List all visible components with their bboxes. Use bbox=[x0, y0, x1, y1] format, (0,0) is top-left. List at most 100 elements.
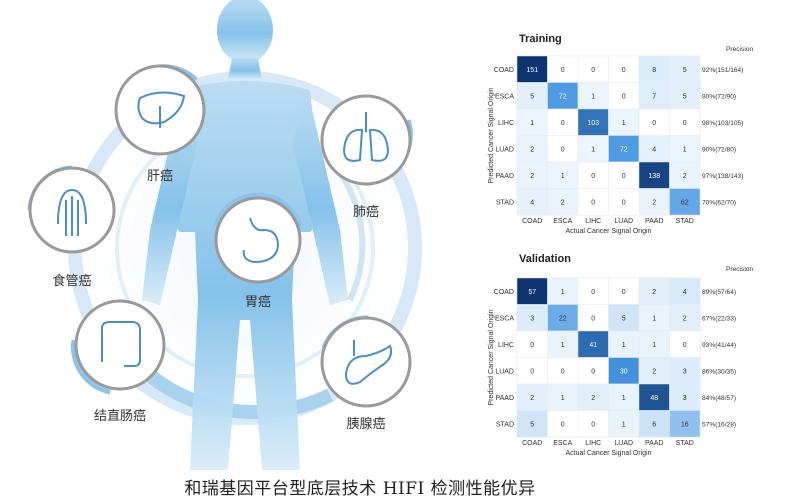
matrix-cell-value: 151 bbox=[526, 67, 538, 74]
column-tick-label: LUAD bbox=[614, 218, 633, 225]
y-axis-label: Predicted Cancer Signal Origin bbox=[488, 87, 495, 183]
matrix-cell-value: 0 bbox=[622, 67, 626, 74]
matrix-cell-value: 0 bbox=[530, 342, 534, 349]
row-tick-label: PAAD bbox=[495, 395, 514, 402]
matrix-cell bbox=[669, 82, 701, 110]
matrix-cell bbox=[669, 410, 701, 438]
organ-label-colon: 结直肠癌 bbox=[94, 408, 146, 424]
matrix-cell-value: 1 bbox=[530, 120, 534, 127]
organ-badge-colon: 结直肠癌 bbox=[70, 299, 166, 424]
pancreas-icon bbox=[344, 340, 393, 385]
row-tick-label: STAD bbox=[496, 421, 514, 428]
matrix-cell-value: 1 bbox=[591, 93, 595, 100]
row-tick-label: PAAD bbox=[495, 173, 514, 180]
matrix-cell-value: 1 bbox=[591, 146, 595, 153]
matrix-cell-value: 41 bbox=[589, 342, 597, 349]
precision-value: 70%(62/70) bbox=[702, 199, 736, 206]
matrix-cell-value: 103 bbox=[587, 120, 599, 127]
row-tick-label: LUAD bbox=[495, 146, 514, 153]
organ-badge-esophagus: 食管癌 bbox=[27, 165, 116, 289]
matrix-cell-value: 3 bbox=[683, 395, 687, 402]
matrix-cell-value: 8 bbox=[652, 67, 656, 74]
matrix-cell bbox=[516, 304, 548, 332]
matrix-cell-value: 2 bbox=[652, 199, 656, 206]
matrix-cell-value: 5 bbox=[683, 67, 687, 74]
precision-value: 89%(57/64) bbox=[702, 289, 736, 296]
precision-value: 84%(48/57) bbox=[702, 395, 736, 402]
matrix-cell-value: 0 bbox=[622, 199, 626, 206]
matrix-cell bbox=[577, 161, 609, 189]
matrix-cell-value: 62 bbox=[681, 199, 689, 206]
matrix-cell bbox=[516, 383, 548, 411]
matrix-cell bbox=[669, 188, 701, 216]
matrix-cell bbox=[516, 188, 548, 216]
matrix-cell-value: 2 bbox=[652, 289, 656, 296]
matrix-cell bbox=[669, 304, 701, 332]
precision-value: 98%(103/105) bbox=[702, 120, 743, 127]
matrix-cell bbox=[608, 410, 640, 438]
matrix-cell bbox=[638, 330, 670, 358]
matrix-cell bbox=[547, 108, 579, 136]
column-tick-label: ESCA bbox=[553, 440, 572, 447]
organ-label-liver: 肝癌 bbox=[147, 168, 173, 184]
matrix-cell bbox=[577, 108, 609, 136]
matrix-cell-value: 2 bbox=[530, 173, 534, 180]
matrix-cell-value: 0 bbox=[561, 421, 565, 428]
matrix-cell-value: 1 bbox=[622, 421, 626, 428]
organ-badge-pancreas: 胰腺癌 bbox=[320, 315, 412, 432]
column-tick-label: LUAD bbox=[614, 440, 633, 447]
matrix-cell bbox=[669, 357, 701, 385]
precision-header: Precision bbox=[726, 46, 753, 53]
matrix-cell-value: 1 bbox=[561, 342, 565, 349]
column-tick-label: LIHC bbox=[585, 440, 601, 447]
matrix-cell-value: 5 bbox=[530, 93, 534, 100]
matrix-cell-value: 5 bbox=[530, 421, 534, 428]
matrix-cell bbox=[669, 135, 701, 163]
matrix-cell bbox=[638, 55, 670, 83]
esophagus-icon bbox=[57, 188, 87, 236]
matrix-cell bbox=[547, 410, 579, 438]
matrix-cell-value: 1 bbox=[561, 289, 565, 296]
matrix-cell-value: 4 bbox=[683, 289, 687, 296]
caption: 和瑞基因平台型底层技术 HIFI 检测性能优异 bbox=[184, 479, 536, 499]
matrix-cell-value: 6 bbox=[652, 421, 656, 428]
matrix-cell-value: 0 bbox=[683, 342, 687, 349]
matrix-cell bbox=[577, 410, 609, 438]
matrix-cell-value: 16 bbox=[681, 421, 689, 428]
matrix-cell-value: 0 bbox=[561, 67, 565, 74]
matrix-cell-value: 0 bbox=[591, 368, 595, 375]
column-tick-label: ESCA bbox=[553, 218, 572, 225]
matrix-cell bbox=[608, 161, 640, 189]
matrix-cell-value: 0 bbox=[561, 146, 565, 153]
matrix-cell bbox=[638, 277, 670, 305]
matrix-cell bbox=[547, 277, 579, 305]
precision-value: 92%(151/164) bbox=[702, 67, 743, 74]
precision-value: 97%(138/143) bbox=[702, 173, 743, 180]
matrix-cell-value: 0 bbox=[561, 120, 565, 127]
precision-value: 67%(22/33) bbox=[702, 315, 736, 322]
matrix-cell-value: 0 bbox=[530, 368, 534, 375]
matrix-cell-value: 0 bbox=[622, 93, 626, 100]
matrix-cell bbox=[669, 55, 701, 83]
matrix-cell bbox=[669, 108, 701, 136]
x-axis-label: Actual Cancer Signal Origin bbox=[566, 228, 652, 235]
row-tick-label: LIHC bbox=[498, 120, 514, 127]
matrix-cell-value: 1 bbox=[622, 342, 626, 349]
precision-value: 90%(72/80) bbox=[702, 146, 736, 153]
organ-label-lung: 肺癌 bbox=[353, 204, 379, 220]
confusion-matrix-validation: Validation Precision 57 1 0 0 2 4 COAD 89%(57/64)… bbox=[488, 253, 753, 457]
matrix-cell bbox=[638, 161, 670, 189]
matrix-cell-value: 22 bbox=[559, 315, 567, 322]
lungs-icon bbox=[342, 112, 390, 162]
matrix-cell-value: 0 bbox=[591, 421, 595, 428]
column-tick-label: COAD bbox=[522, 440, 542, 447]
matrix-cell bbox=[608, 277, 640, 305]
matrix-cell bbox=[608, 82, 640, 110]
matrix-cell-value: 30 bbox=[620, 368, 628, 375]
matrix-cell-value: 0 bbox=[591, 199, 595, 206]
matrix-cell-value: 0 bbox=[591, 67, 595, 74]
row-tick-label: LUAD bbox=[495, 368, 514, 375]
matrix-cell-value: 2 bbox=[561, 199, 565, 206]
